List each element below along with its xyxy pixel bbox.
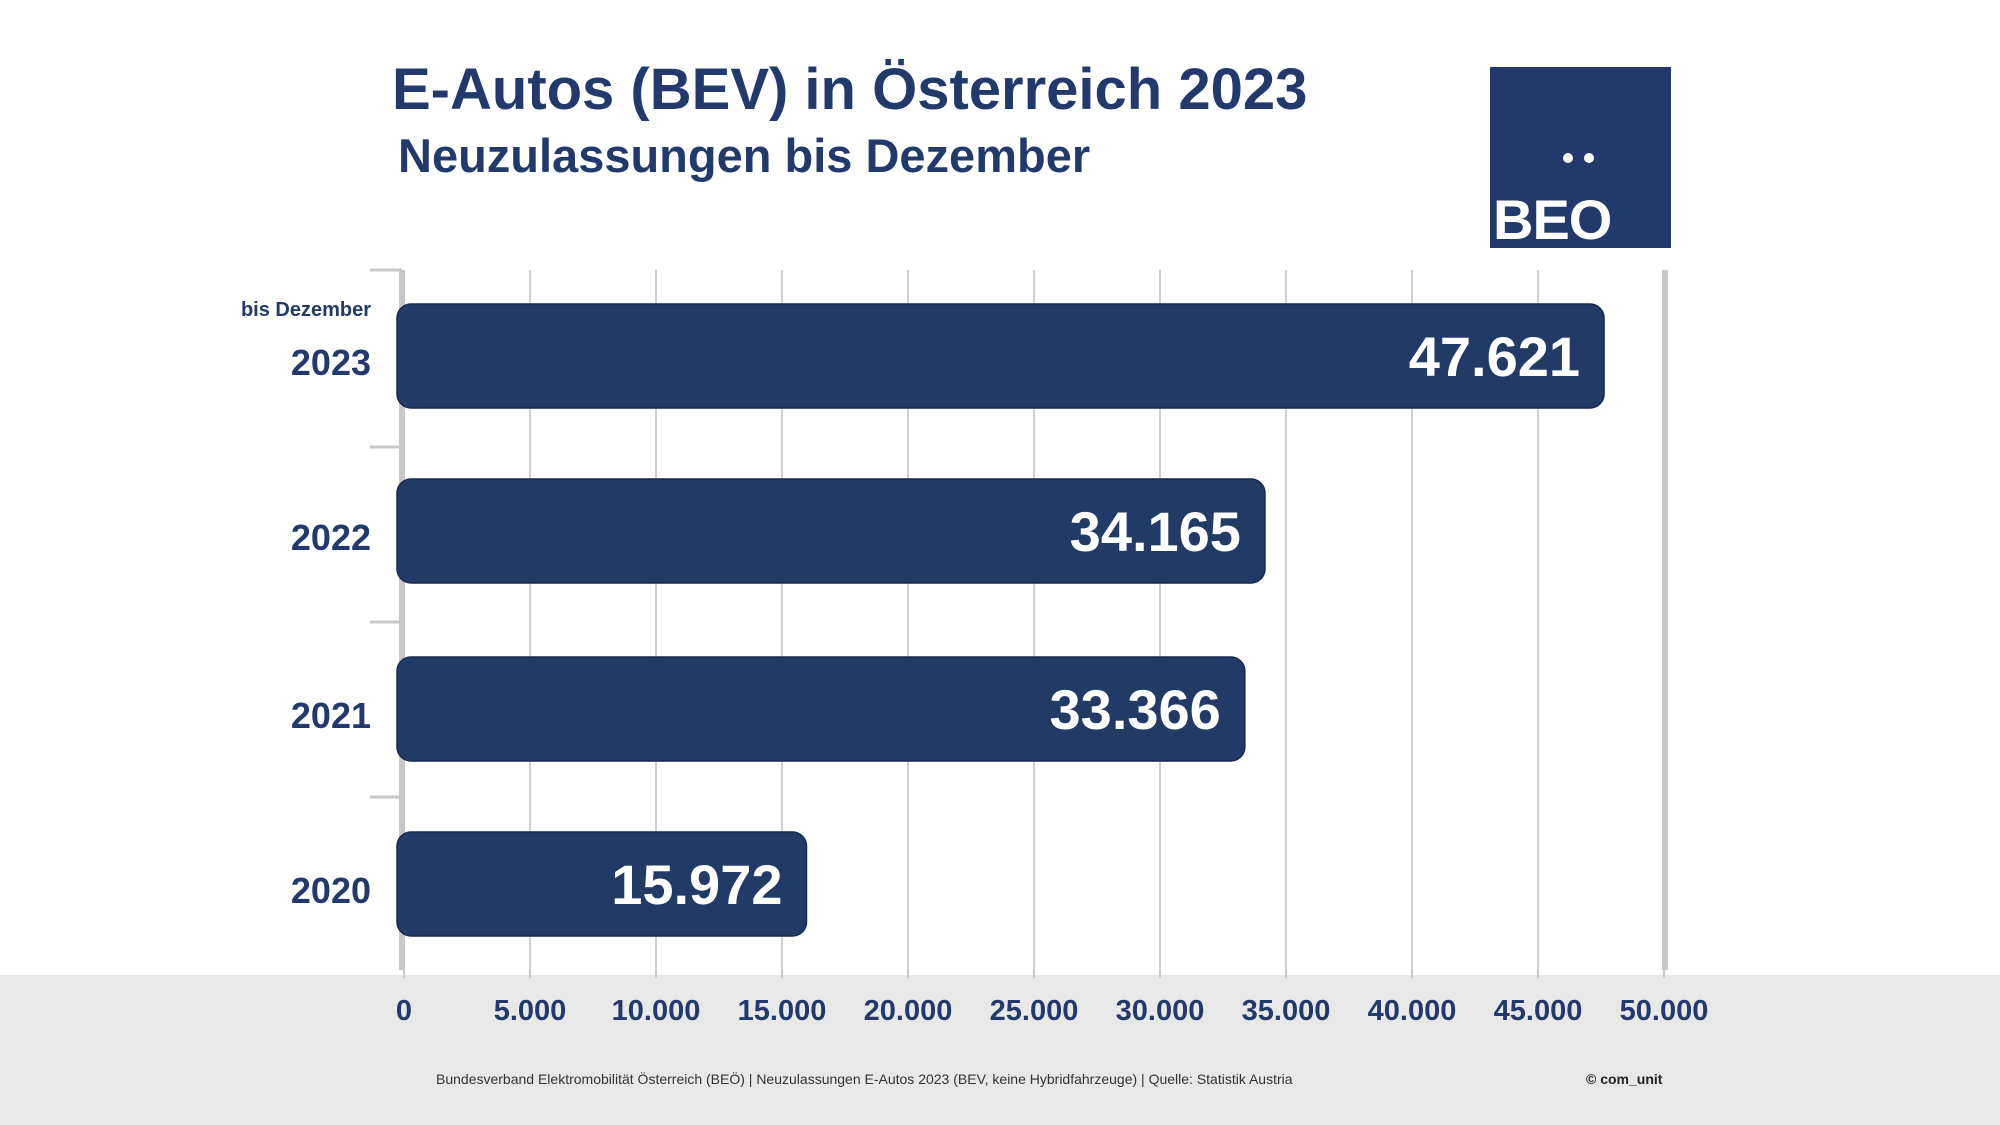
x-tick-label: 30.000 <box>1116 995 1205 1027</box>
category-label: 2023 <box>291 342 371 383</box>
logo-dot-right <box>1584 153 1594 163</box>
source-footnote: Bundesverband Elektromobilität Österreic… <box>436 1071 1293 1087</box>
x-tick-label: 5.000 <box>494 995 567 1027</box>
bar-value-label: 15.972 <box>611 853 782 916</box>
chart-title: E-Autos (BEV) in Österreich 2023 <box>392 57 1308 122</box>
category-note: bis Dezember <box>241 299 371 321</box>
bar-left-edge <box>405 832 421 936</box>
x-tick-label: 15.000 <box>738 995 827 1027</box>
category-label: 2021 <box>291 695 371 736</box>
x-tick-label: 50.000 <box>1620 995 1709 1027</box>
bar-value-label: 34.165 <box>1070 500 1241 563</box>
logo-text: BEO <box>1493 188 1612 251</box>
x-tick-label: 10.000 <box>612 995 701 1027</box>
x-tick-label: 25.000 <box>990 995 1079 1027</box>
x-tick-label: 20.000 <box>864 995 953 1027</box>
x-tick-label: 35.000 <box>1242 995 1331 1027</box>
bar-2020 <box>396 831 808 937</box>
category-label: 2022 <box>291 517 371 558</box>
copyright: © com_unit <box>1586 1071 1663 1087</box>
bar-2023 <box>396 303 1605 409</box>
bar-left-edge <box>405 479 421 583</box>
chart-subtitle: Neuzulassungen bis Dezember <box>398 129 1091 182</box>
footer-band <box>0 975 2000 1125</box>
bar-left-edge <box>405 657 421 761</box>
bar-2021 <box>396 656 1246 762</box>
bar-value-label: 47.621 <box>1409 325 1580 388</box>
bar-value-label: 33.366 <box>1050 678 1221 741</box>
x-tick-label: 40.000 <box>1368 995 1457 1027</box>
logo-dot-left <box>1563 153 1573 163</box>
beo-logo: BEO <box>1490 67 1671 248</box>
x-tick-label: 0 <box>396 995 412 1027</box>
bar-2022 <box>396 478 1266 584</box>
category-label: 2020 <box>291 870 371 911</box>
x-tick-label: 45.000 <box>1494 995 1583 1027</box>
bar-left-edge <box>405 304 421 408</box>
